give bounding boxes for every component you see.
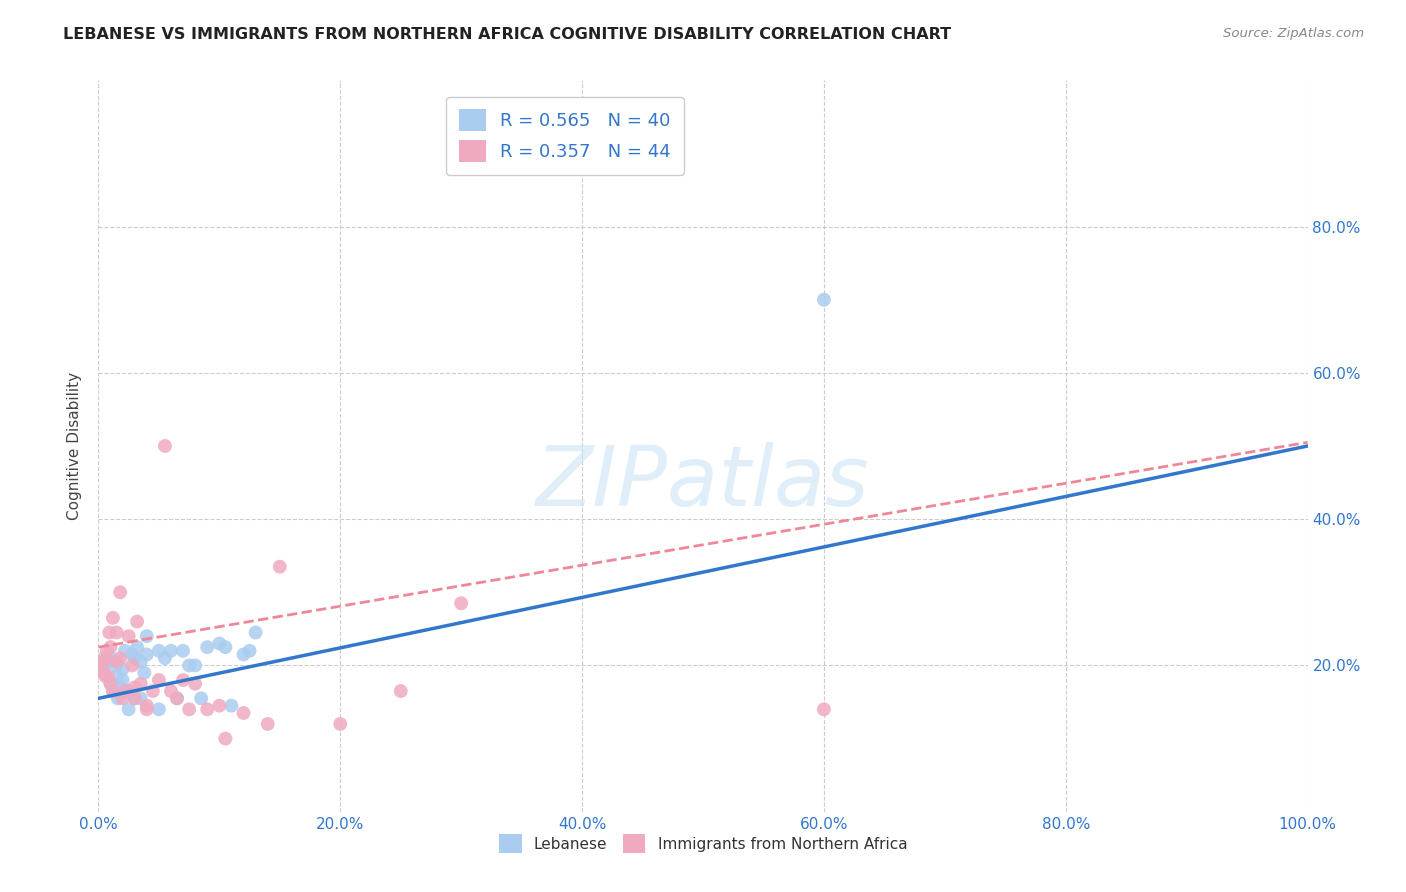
Point	[105, 658, 128, 673]
Point	[118, 629, 141, 643]
Point	[100, 676, 122, 690]
Point	[166, 691, 188, 706]
Point	[179, 702, 201, 716]
Point	[166, 691, 188, 706]
Point	[129, 691, 152, 706]
Point	[124, 691, 146, 706]
Point	[232, 706, 254, 720]
Point	[91, 665, 114, 680]
Point	[195, 640, 218, 655]
Text: LEBANESE VS IMMIGRANTS FROM NORTHERN AFRICA COGNITIVE DISABILITY CORRELATION CHA: LEBANESE VS IMMIGRANTS FROM NORTHERN AFR…	[63, 27, 952, 42]
Point	[97, 669, 120, 683]
Point	[208, 698, 231, 713]
Text: ZIPatlas: ZIPatlas	[536, 442, 870, 523]
Point	[148, 673, 170, 687]
Point	[232, 648, 254, 662]
Point	[96, 644, 118, 658]
Point	[121, 658, 143, 673]
Point	[98, 625, 121, 640]
Y-axis label: Cognitive Disability: Cognitive Disability	[67, 372, 83, 520]
Point	[179, 658, 201, 673]
Point	[111, 662, 134, 676]
Text: Source: ZipAtlas.com: Source: ZipAtlas.com	[1223, 27, 1364, 40]
Point	[118, 684, 141, 698]
Point	[129, 655, 152, 669]
Point	[135, 698, 157, 713]
Point	[127, 615, 149, 629]
Point	[221, 698, 243, 713]
Point	[214, 731, 236, 746]
Point	[129, 676, 152, 690]
Point	[93, 651, 115, 665]
Point	[101, 611, 124, 625]
Point	[105, 625, 128, 640]
Point	[100, 640, 122, 655]
Point	[94, 669, 117, 683]
Point	[214, 640, 236, 655]
Point	[256, 717, 278, 731]
Point	[190, 691, 212, 706]
Point	[153, 439, 176, 453]
Point	[184, 658, 207, 673]
Point	[91, 655, 114, 669]
Point	[100, 651, 122, 665]
Point	[101, 684, 124, 698]
Point	[114, 644, 136, 658]
Point	[124, 691, 146, 706]
Point	[450, 596, 472, 610]
Point	[239, 644, 262, 658]
Point	[114, 684, 136, 698]
Point	[172, 673, 194, 687]
Point	[121, 648, 143, 662]
Point	[208, 636, 231, 650]
Point	[90, 662, 112, 676]
Point	[172, 644, 194, 658]
Point	[813, 702, 835, 716]
Point	[105, 655, 128, 669]
Point	[124, 681, 146, 695]
Point	[135, 702, 157, 716]
Point	[329, 717, 352, 731]
Point	[93, 662, 115, 676]
Point	[111, 673, 134, 687]
Point	[127, 640, 149, 655]
Point	[184, 676, 207, 690]
Point	[160, 644, 183, 658]
Point	[107, 691, 129, 706]
Point	[135, 629, 157, 643]
Point	[108, 651, 131, 665]
Point	[153, 651, 176, 665]
Point	[245, 625, 267, 640]
Point	[195, 702, 218, 716]
Point	[124, 651, 146, 665]
Point	[389, 684, 412, 698]
Point	[111, 691, 134, 706]
Point	[135, 648, 157, 662]
Legend: Lebanese, Immigrants from Northern Africa: Lebanese, Immigrants from Northern Afric…	[492, 828, 914, 859]
Point	[108, 681, 131, 695]
Point	[813, 293, 835, 307]
Point	[101, 684, 124, 698]
Point	[160, 684, 183, 698]
Point	[108, 585, 131, 599]
Point	[269, 559, 291, 574]
Point	[105, 669, 128, 683]
Point	[134, 665, 156, 680]
Point	[148, 644, 170, 658]
Point	[148, 702, 170, 716]
Point	[100, 676, 122, 690]
Point	[118, 702, 141, 716]
Point	[97, 655, 120, 669]
Point	[142, 684, 165, 698]
